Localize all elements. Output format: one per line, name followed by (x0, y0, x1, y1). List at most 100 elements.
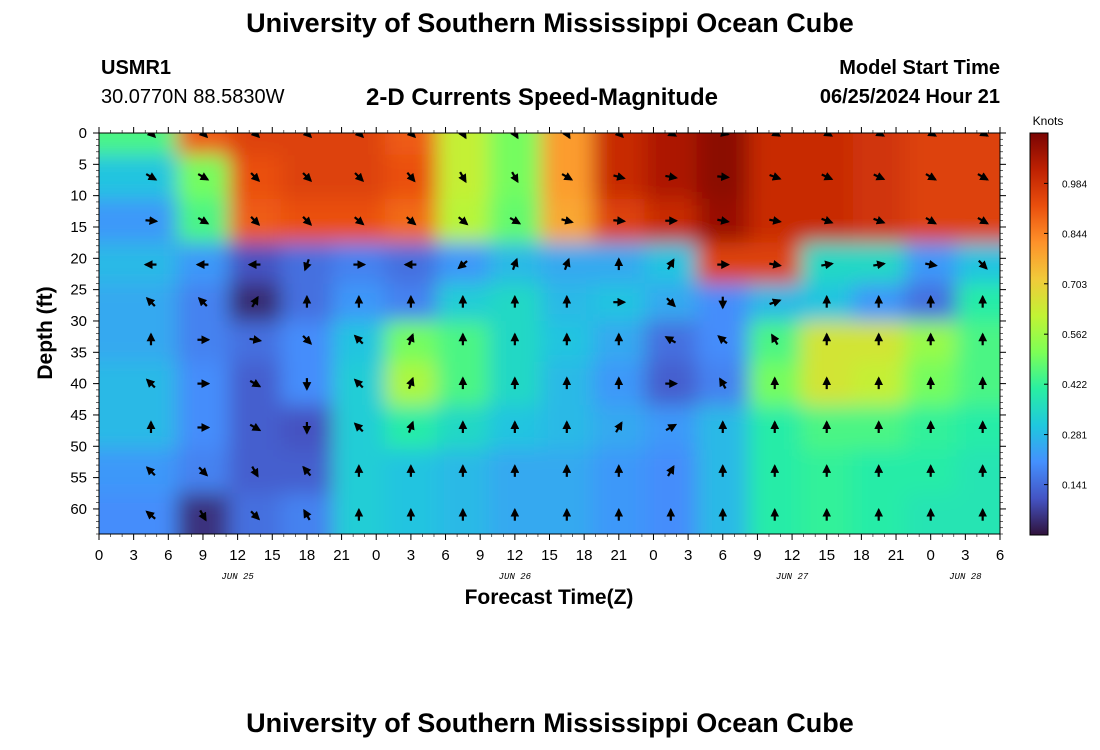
x-tick-label: 12 (507, 547, 524, 564)
current-vector (509, 216, 522, 225)
heatmap-cell (956, 242, 1000, 285)
current-vector (717, 335, 728, 345)
current-vector (250, 510, 261, 521)
current-vector (354, 172, 365, 182)
current-vector (977, 216, 989, 225)
current-vector (405, 216, 417, 226)
heatmap-cell (99, 449, 178, 495)
x-tick-label: 3 (129, 547, 137, 564)
heatmap-cell (956, 154, 1000, 200)
current-vector (406, 332, 415, 346)
heatmap-cell (904, 133, 958, 156)
current-vector (354, 133, 365, 139)
x-tick-label: 0 (95, 547, 103, 564)
heatmap-cell (696, 133, 750, 156)
heatmap-cell (748, 133, 802, 156)
x-tick-label: 21 (888, 547, 905, 564)
heatmap-cell (99, 242, 178, 285)
heatmap-cell (99, 493, 178, 534)
y-tick-label: 15 (70, 219, 87, 236)
colorbar-tick-label: 0.562 (1062, 330, 1087, 341)
colorbar-tick-label: 0.141 (1062, 481, 1087, 492)
current-vector (666, 297, 676, 308)
x-tick-label: 21 (333, 547, 350, 564)
current-vector (145, 378, 156, 389)
current-vector (353, 334, 364, 345)
heatmap-cell (488, 133, 542, 156)
x-tick-label: 3 (407, 547, 415, 564)
x-tick-label: 18 (576, 547, 593, 564)
station-id: USMR1 (101, 57, 172, 79)
heatmap-cell (99, 405, 178, 451)
current-vector (302, 172, 313, 182)
footer-title: University of Southern Mississippi Ocean… (246, 708, 854, 738)
y-tick-label: 5 (79, 156, 87, 173)
current-vector (821, 172, 834, 181)
current-vector (665, 172, 678, 181)
current-vector (353, 216, 365, 226)
heatmap-cell (644, 133, 698, 156)
current-vector (769, 298, 782, 307)
current-vector (821, 260, 834, 270)
y-tick-label: 45 (70, 407, 87, 424)
current-vector (613, 172, 626, 181)
current-vector (250, 172, 261, 182)
current-vector (614, 421, 623, 433)
current-vector (406, 133, 417, 139)
current-vector (250, 466, 259, 478)
current-vector (145, 216, 159, 225)
current-vector (353, 378, 364, 389)
current-vector (302, 465, 312, 477)
current-vector (353, 422, 364, 433)
current-vector (510, 171, 519, 184)
heatmap-cell (99, 133, 178, 156)
x-tick-label: 9 (753, 547, 761, 564)
x-tick-label: 9 (476, 547, 484, 564)
heatmap-cell (956, 198, 1000, 244)
x-tick-label: 9 (199, 547, 207, 564)
heatmap-cell (540, 133, 594, 156)
current-vector (510, 257, 519, 271)
heatmap-cell (332, 320, 386, 363)
plot-title: 2-D Currents Speed-Magnitude (366, 84, 719, 111)
heatmap-cell (99, 154, 178, 200)
station-coordinates: 30.0770N 88.5830W (101, 86, 285, 108)
heatmap-cell (99, 283, 178, 322)
current-vector (664, 336, 677, 345)
heatmap-cell (644, 320, 698, 363)
heatmap-cell (280, 320, 334, 363)
y-tick-label: 10 (70, 188, 87, 205)
heatmap-cell (904, 242, 958, 285)
current-vector (666, 258, 675, 270)
y-tick-label: 25 (70, 282, 87, 299)
current-vector (925, 172, 937, 181)
colorbar-tick-label: 0.844 (1062, 229, 1087, 240)
x-tick-label: 18 (299, 547, 316, 564)
y-tick-label: 30 (70, 313, 87, 330)
x-tick-label: 12 (784, 547, 801, 564)
date-label: JUN 27 (776, 572, 809, 582)
current-vector (771, 333, 780, 346)
current-vector (197, 216, 210, 225)
y-axis-label: Depth (ft) (34, 286, 57, 379)
current-vector (978, 259, 988, 270)
x-tick-label: 3 (684, 547, 692, 564)
x-tick-label: 18 (853, 547, 870, 564)
current-vector (925, 259, 938, 269)
heatmap-cell (384, 320, 438, 363)
current-vector (458, 133, 467, 140)
current-vector (873, 172, 886, 181)
y-tick-label: 60 (70, 501, 87, 518)
current-vector (823, 133, 834, 137)
colorbar-label: Knots (1033, 114, 1064, 128)
current-vector (925, 216, 937, 225)
current-vector (303, 259, 312, 272)
current-vector (665, 423, 678, 433)
current-vector (821, 216, 834, 225)
x-tick-label: 15 (541, 547, 558, 564)
x-tick-label: 15 (264, 547, 281, 564)
x-tick-label: 0 (927, 547, 935, 564)
date-label: JUN 25 (221, 572, 254, 582)
current-vector (197, 297, 208, 307)
